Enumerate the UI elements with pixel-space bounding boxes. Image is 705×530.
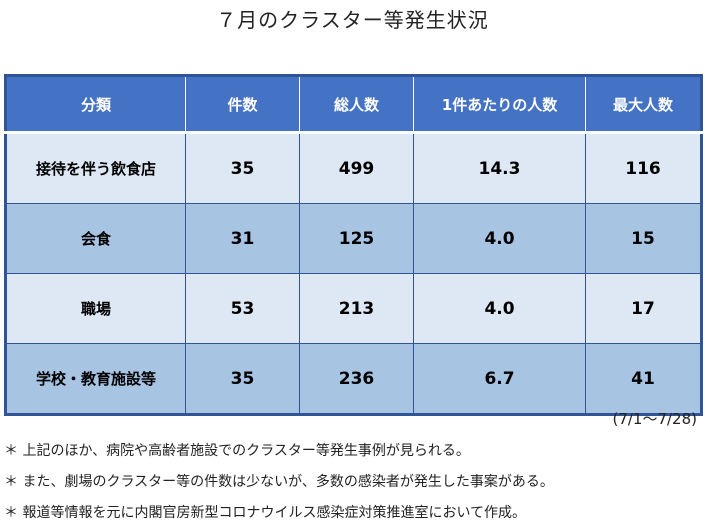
row-count: 35: [185, 343, 300, 415]
row-per-case: 4.0: [413, 203, 586, 274]
note-3: ＊ 報道等情報を元に内閣官房新型コロナウイルス感染症対策推進室において作成。: [4, 505, 527, 521]
table-header-row: 分類 件数 総人数 1件あたりの人数 最大人数: [5, 75, 702, 134]
row-total: 236: [299, 343, 414, 415]
row-per-case: 4.0: [413, 273, 586, 344]
row-count: 31: [185, 203, 300, 274]
period-label: (7/1～7/28): [612, 410, 697, 428]
header-category: 分類: [5, 75, 186, 134]
row-category: 学校・教育施設等: [5, 343, 186, 415]
page-title: ７月のクラスター等発生状況: [216, 8, 489, 32]
row-per-case: 14.3: [413, 132, 586, 204]
row-count: 53: [185, 273, 300, 344]
header-per-case: 1件あたりの人数: [413, 75, 586, 134]
table-row: 会食 31 125 4.0 15: [5, 203, 702, 274]
table-row: 職場 53 213 4.0 17: [5, 273, 702, 344]
row-max: 116: [585, 132, 702, 204]
table-row: 学校・教育施設等 35 236 6.7 41: [5, 343, 702, 415]
row-count: 35: [185, 132, 300, 204]
row-category: 接待を伴う飲食店: [5, 132, 186, 204]
row-category: 職場: [5, 273, 186, 344]
row-category: 会食: [5, 203, 186, 274]
row-max: 15: [585, 203, 702, 274]
note-1: ＊ 上記のほか、病院や高齢者施設でのクラスター等発生事例が見られる。: [4, 443, 470, 459]
row-total: 499: [299, 132, 414, 204]
cluster-table: 分類 件数 総人数 1件あたりの人数 最大人数 接待を伴う飲食店 35 499 …: [4, 74, 703, 416]
row-total: 125: [299, 203, 414, 274]
header-total: 総人数: [299, 75, 414, 134]
header-max: 最大人数: [585, 75, 702, 134]
note-2: ＊ また、劇場のクラスター等の件数は少ないが、多数の感染者が発生した事案がある。: [4, 474, 554, 490]
row-total: 213: [299, 273, 414, 344]
table-row: 接待を伴う飲食店 35 499 14.3 116: [5, 132, 702, 204]
row-max: 17: [585, 273, 702, 344]
row-per-case: 6.7: [413, 343, 586, 415]
row-max: 41: [585, 343, 702, 415]
header-count: 件数: [185, 75, 300, 134]
